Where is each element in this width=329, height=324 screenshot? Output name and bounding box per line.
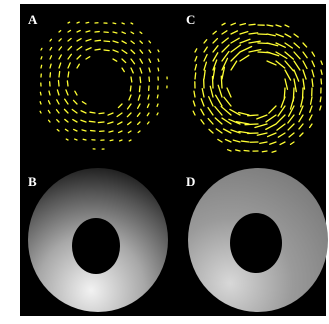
vector	[67, 81, 68, 86]
vector	[158, 68, 159, 71]
vector	[89, 121, 95, 122]
vector	[77, 22, 79, 23]
vector	[157, 95, 158, 98]
vector	[99, 113, 104, 114]
vector	[58, 80, 59, 86]
vector	[95, 49, 100, 50]
vector	[75, 139, 77, 140]
figure: A C B D	[0, 0, 329, 324]
vector	[131, 23, 133, 24]
page: A C B D (() => { const data = JSON.parse…	[0, 0, 329, 324]
vector	[41, 48, 42, 50]
vector	[195, 73, 196, 79]
vector	[113, 23, 116, 24]
vector	[59, 72, 60, 77]
vector	[157, 113, 158, 115]
vector	[68, 72, 69, 77]
vector	[40, 92, 41, 95]
donut-hole	[72, 218, 120, 274]
vector	[86, 22, 89, 23]
vector	[40, 111, 41, 113]
vector	[110, 140, 113, 141]
vector	[244, 150, 249, 151]
panel-label: D	[186, 174, 195, 189]
vector	[321, 79, 322, 84]
vector	[158, 50, 159, 52]
vector	[212, 77, 213, 88]
vector	[95, 40, 100, 41]
vector	[245, 124, 258, 125]
vector	[130, 86, 131, 91]
vector	[104, 41, 110, 42]
panel-label: B	[28, 174, 37, 189]
vector	[158, 59, 159, 61]
vector	[41, 65, 42, 68]
vector	[83, 139, 86, 140]
panel-label: C	[186, 12, 195, 27]
vector	[249, 24, 255, 25]
vector	[98, 122, 104, 123]
vector	[129, 140, 131, 141]
vector	[221, 76, 222, 88]
vector	[157, 104, 158, 106]
donut-hole	[230, 213, 282, 273]
vector	[68, 22, 70, 23]
vector	[90, 112, 95, 113]
panel-label: A	[28, 12, 38, 27]
vector	[262, 151, 267, 152]
vector	[104, 50, 109, 51]
vector	[248, 115, 258, 116]
vector	[122, 23, 124, 24]
vector	[320, 97, 321, 102]
vector	[140, 77, 141, 83]
vector	[66, 139, 68, 140]
vector	[40, 102, 41, 104]
vector	[131, 77, 132, 82]
vector	[139, 86, 140, 92]
vector	[120, 140, 122, 141]
vector	[41, 57, 42, 59]
